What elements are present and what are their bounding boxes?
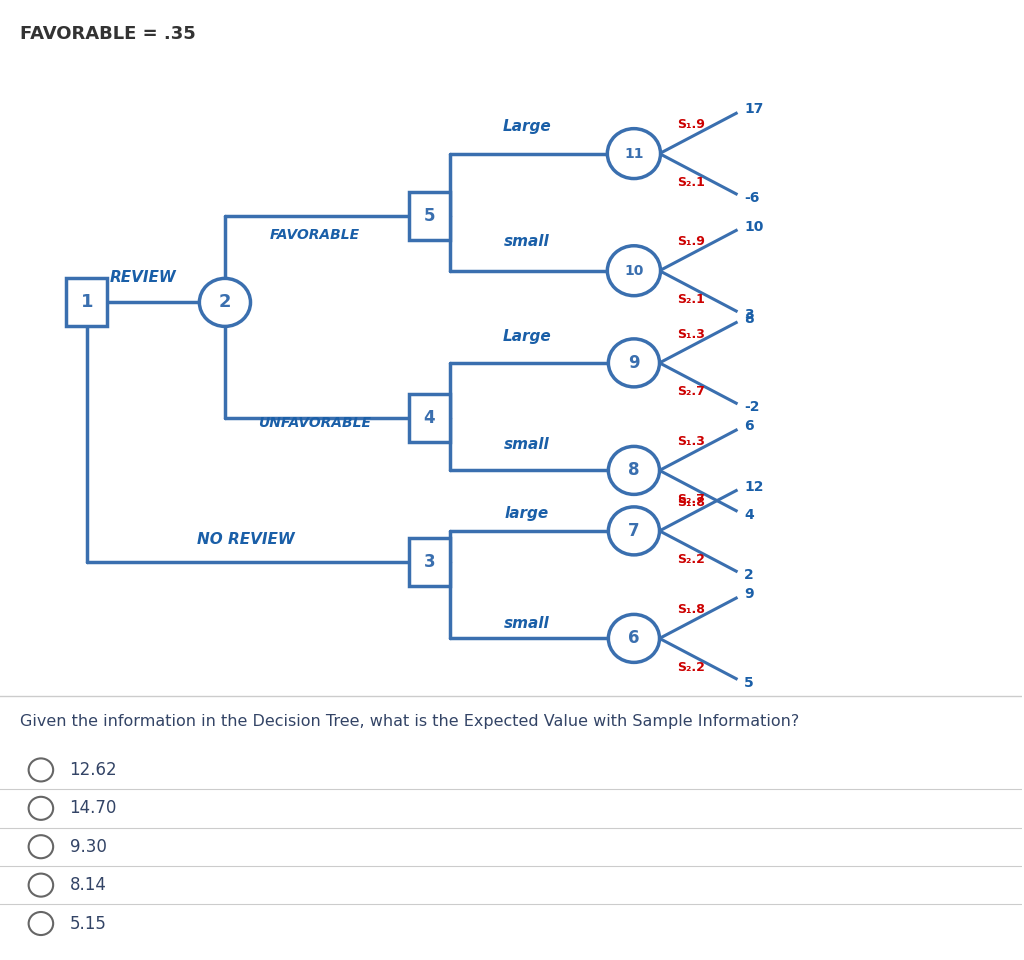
Text: 2: 2 [219, 294, 231, 311]
Text: S₂.7: S₂.7 [677, 385, 705, 398]
Circle shape [608, 614, 659, 662]
Circle shape [200, 278, 251, 326]
Text: 14.70: 14.70 [70, 800, 117, 817]
Text: Large: Large [502, 328, 551, 344]
Text: 17: 17 [744, 103, 764, 116]
Text: 9.30: 9.30 [70, 838, 106, 855]
Text: large: large [505, 506, 549, 521]
Text: S₁.9: S₁.9 [677, 235, 705, 249]
Text: 1: 1 [81, 294, 93, 311]
FancyBboxPatch shape [409, 394, 450, 442]
FancyBboxPatch shape [67, 278, 108, 326]
Text: S₁.3: S₁.3 [677, 327, 705, 341]
Text: small: small [504, 234, 550, 250]
Text: UNFAVORABLE: UNFAVORABLE [258, 416, 372, 430]
Text: S₁.9: S₁.9 [677, 118, 705, 132]
Text: 4: 4 [424, 409, 435, 426]
Circle shape [608, 446, 659, 494]
Text: 11: 11 [625, 147, 644, 160]
Text: 6: 6 [744, 420, 754, 433]
Text: small: small [504, 437, 550, 452]
Circle shape [29, 912, 53, 935]
Circle shape [29, 835, 53, 858]
Text: S₂.7: S₂.7 [677, 492, 705, 506]
Text: FAVORABLE = .35: FAVORABLE = .35 [20, 25, 197, 42]
Text: 4: 4 [744, 508, 754, 521]
FancyBboxPatch shape [409, 538, 450, 586]
Text: 8: 8 [628, 462, 640, 479]
Text: 10: 10 [625, 264, 644, 277]
Text: S₂.2: S₂.2 [677, 553, 705, 566]
Text: 8: 8 [744, 312, 754, 325]
Text: 6: 6 [628, 630, 640, 647]
Text: 9: 9 [744, 588, 754, 601]
Text: NO REVIEW: NO REVIEW [197, 532, 294, 547]
Text: 9: 9 [628, 354, 640, 372]
Text: 7: 7 [628, 522, 640, 540]
Text: 2: 2 [744, 568, 754, 582]
Circle shape [29, 758, 53, 781]
Circle shape [608, 507, 659, 555]
Text: 5: 5 [744, 676, 754, 689]
Text: S₂.1: S₂.1 [677, 293, 705, 306]
Text: FAVORABLE: FAVORABLE [270, 228, 360, 242]
Text: S₂.1: S₂.1 [677, 176, 705, 189]
Text: 8.14: 8.14 [70, 876, 106, 894]
Text: -6: -6 [744, 191, 760, 204]
Circle shape [608, 339, 659, 387]
Text: small: small [504, 616, 550, 632]
Text: 12.62: 12.62 [70, 761, 117, 779]
Text: 5: 5 [424, 207, 435, 225]
Text: 3: 3 [424, 553, 435, 570]
Circle shape [607, 129, 660, 179]
Text: 3: 3 [744, 308, 754, 322]
Text: 5.15: 5.15 [70, 915, 106, 932]
Text: REVIEW: REVIEW [110, 270, 176, 285]
Text: 12: 12 [744, 480, 764, 493]
Text: Given the information in the Decision Tree, what is the Expected Value with Samp: Given the information in the Decision Tr… [20, 714, 800, 730]
Text: S₂.2: S₂.2 [677, 660, 705, 674]
Text: Large: Large [502, 119, 551, 134]
FancyBboxPatch shape [409, 192, 450, 240]
Circle shape [29, 874, 53, 897]
Circle shape [29, 797, 53, 820]
Circle shape [607, 246, 660, 296]
Text: 10: 10 [744, 220, 764, 233]
Text: S₁.3: S₁.3 [677, 435, 705, 448]
Text: S₁.8: S₁.8 [677, 495, 705, 509]
Text: -2: -2 [744, 400, 760, 414]
Text: S₁.8: S₁.8 [677, 603, 705, 616]
